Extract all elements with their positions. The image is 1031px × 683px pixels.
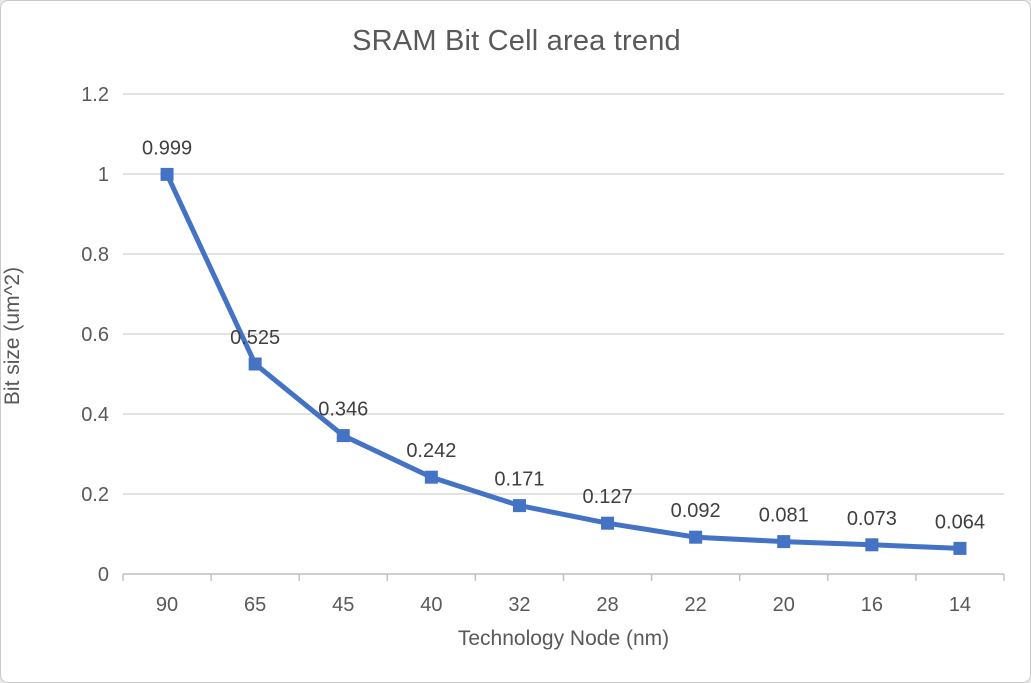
data-point-marker	[336, 429, 350, 443]
data-label: 0.092	[671, 500, 721, 522]
data-label: 0.064	[935, 511, 985, 533]
data-label: 0.171	[494, 469, 544, 491]
y-tick-label: 0	[98, 564, 109, 586]
y-tick-label: 0.2	[81, 484, 109, 506]
data-label: 0.073	[847, 508, 897, 530]
x-tick-label: 32	[508, 594, 530, 616]
x-tick-label: 20	[773, 594, 795, 616]
data-label: 0.999	[142, 137, 192, 159]
data-point-marker	[248, 357, 262, 371]
data-point-marker	[865, 538, 879, 552]
y-tick-label: 1.2	[81, 84, 109, 106]
y-tick-label: 0.6	[81, 324, 109, 346]
x-tick-label: 28	[596, 594, 618, 616]
y-tick-label: 0.8	[81, 244, 109, 266]
data-point-marker	[953, 541, 967, 555]
data-label: 0.346	[318, 399, 368, 421]
data-label: 0.242	[406, 440, 456, 462]
data-point-marker	[689, 530, 703, 544]
data-point-marker	[601, 516, 615, 530]
data-point-marker	[512, 499, 526, 513]
data-point-marker	[424, 470, 438, 484]
x-tick-label: 14	[949, 594, 971, 616]
x-tick-label: 40	[420, 594, 442, 616]
y-tick-label: 1	[98, 164, 109, 186]
x-tick-label: 90	[156, 594, 178, 616]
data-label: 0.525	[230, 327, 280, 349]
y-tick-label: 0.4	[81, 404, 109, 426]
data-point-marker	[777, 535, 791, 549]
series-line	[164, 171, 963, 551]
x-tick-label: 65	[244, 594, 266, 616]
data-label: 0.127	[583, 486, 633, 508]
x-tick-label: 22	[685, 594, 707, 616]
chart-title: SRAM Bit Cell area trend	[352, 25, 681, 57]
data-point-marker	[160, 167, 174, 181]
x-axis-title: Technology Node (nm)	[457, 627, 670, 650]
x-tick-label: 45	[332, 594, 354, 616]
data-label: 0.081	[759, 505, 809, 527]
x-tick-label: 16	[861, 594, 883, 616]
